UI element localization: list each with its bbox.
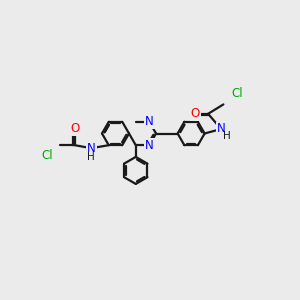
Text: O: O bbox=[191, 107, 200, 120]
Text: N: N bbox=[217, 122, 225, 136]
Text: N: N bbox=[87, 142, 96, 155]
Text: H: H bbox=[87, 152, 95, 162]
Text: N: N bbox=[145, 139, 154, 152]
Text: Cl: Cl bbox=[41, 149, 52, 162]
Text: Cl: Cl bbox=[232, 87, 243, 101]
Text: H: H bbox=[223, 130, 230, 141]
Text: N: N bbox=[145, 115, 154, 128]
Text: O: O bbox=[70, 122, 80, 135]
